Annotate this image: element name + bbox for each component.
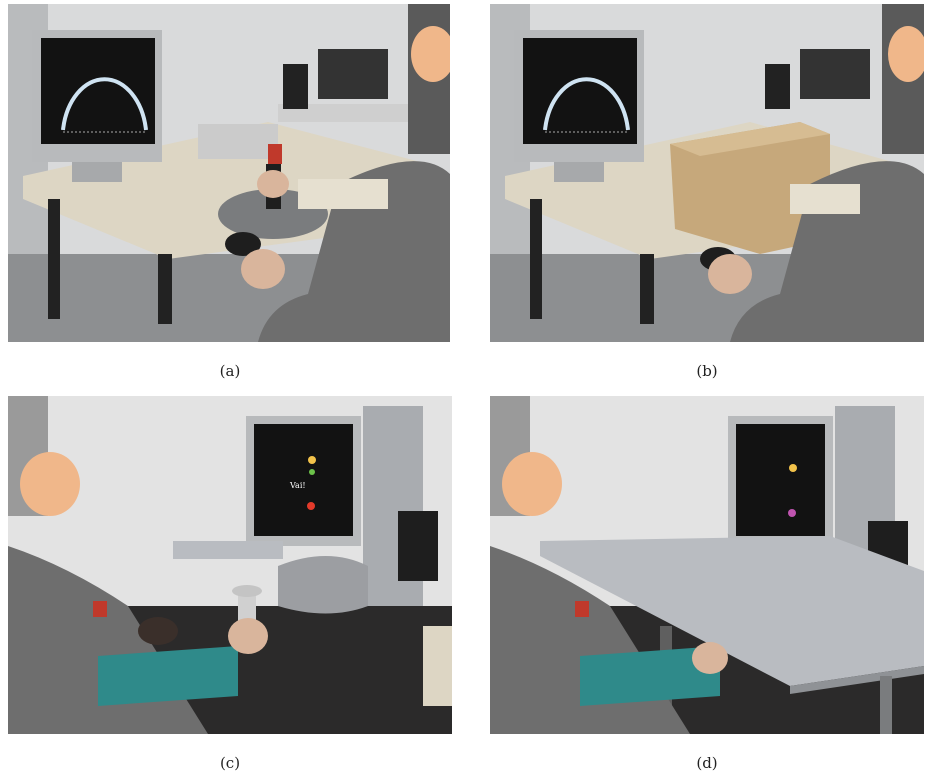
- photo-panel-a: [8, 4, 450, 342]
- photo-panel-b: [490, 4, 924, 342]
- screen-prompt-text: Vai!: [289, 481, 306, 490]
- face-mosaic-icon: [411, 26, 450, 82]
- photo-panel-d: [490, 396, 924, 734]
- photo-a-illustration: [8, 4, 450, 342]
- emergency-stop-icon: [268, 144, 282, 164]
- caption-d: (d): [696, 754, 718, 772]
- caption-a: (a): [219, 362, 241, 380]
- photo-d-illustration: [490, 396, 924, 734]
- photo-b-illustration: [490, 4, 924, 342]
- caption-b: (b): [696, 362, 718, 380]
- emergency-stop-icon: [93, 601, 107, 617]
- face-mosaic-icon: [502, 452, 562, 516]
- face-mosaic-icon: [20, 452, 80, 516]
- face-mosaic-icon: [888, 26, 924, 82]
- photo-c-illustration: Vai!: [8, 396, 452, 734]
- photo-panel-c: Vai!: [8, 396, 452, 734]
- caption-c: (c): [219, 754, 241, 772]
- emergency-stop-icon: [575, 601, 589, 617]
